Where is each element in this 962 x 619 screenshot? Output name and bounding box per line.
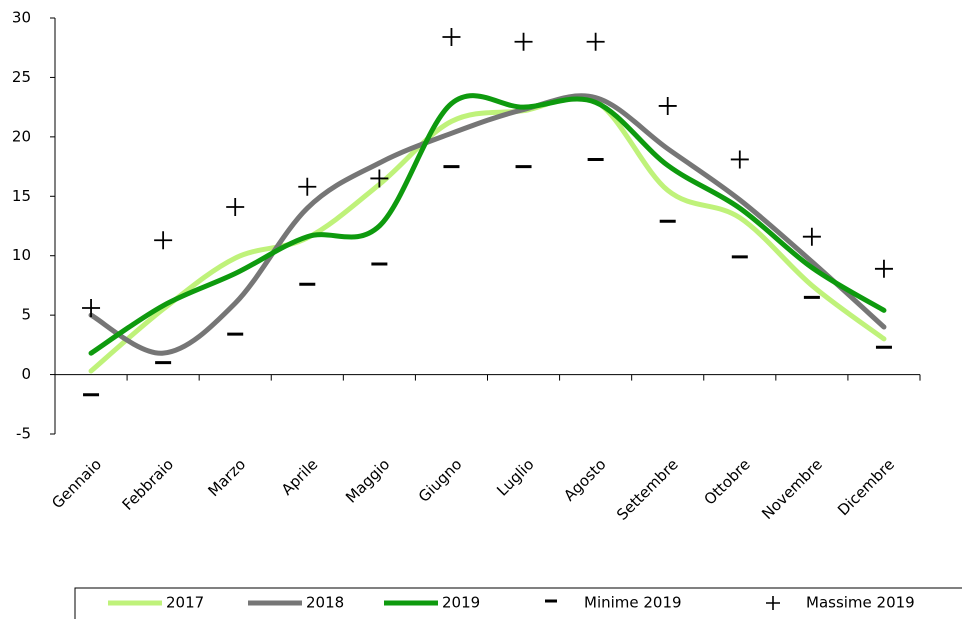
legend-swatch [766, 596, 780, 610]
y-tick-label: 30 [12, 9, 31, 27]
y-tick-label: 10 [12, 246, 31, 264]
x-tick-label: Maggio [342, 455, 393, 506]
x-tick-label: Ottobre [701, 455, 754, 508]
y-tick-label: -5 [16, 425, 31, 443]
legend-label: 2018 [306, 594, 344, 612]
series-line [88, 93, 887, 356]
x-tick-label: Luglio [493, 455, 537, 499]
series-line [88, 93, 887, 356]
y-tick-label: 0 [21, 365, 31, 383]
x-tick-label: Marzo [204, 455, 249, 500]
max-marker [730, 150, 749, 169]
max-marker [514, 32, 533, 51]
y-tick-label: 20 [12, 127, 31, 145]
y-tick-label: 15 [12, 187, 31, 205]
max-marker [586, 32, 605, 51]
legend-label: Minime 2019 [584, 594, 682, 612]
y-tick-label: 5 [21, 306, 31, 324]
x-tick-label: Aprile [278, 455, 321, 498]
x-tick-label: Giugno [415, 455, 466, 506]
max-marker [154, 231, 173, 250]
max-marker [802, 227, 821, 246]
max-marker [658, 96, 677, 115]
max-marker [82, 299, 101, 318]
max-marker [874, 259, 893, 278]
y-tick-label: 25 [12, 68, 31, 86]
legend-frame [74, 587, 962, 619]
x-tick-label: Dicembre [834, 455, 898, 519]
x-tick-label: Novembre [758, 455, 826, 523]
x-tick-label: Agosto [560, 455, 609, 504]
max-marker [442, 28, 461, 47]
legend-label: 2019 [442, 594, 480, 612]
x-tick-label: Settembre [613, 455, 682, 524]
x-tick-label: Febbraio [119, 455, 178, 514]
legend-label: 2017 [166, 594, 204, 612]
max-marker [370, 169, 389, 188]
max-marker [226, 197, 245, 216]
legend-label: Massime 2019 [806, 594, 915, 612]
max-marker [298, 177, 317, 196]
series-line [88, 94, 887, 374]
x-tick-label: Gennaio [48, 455, 105, 512]
